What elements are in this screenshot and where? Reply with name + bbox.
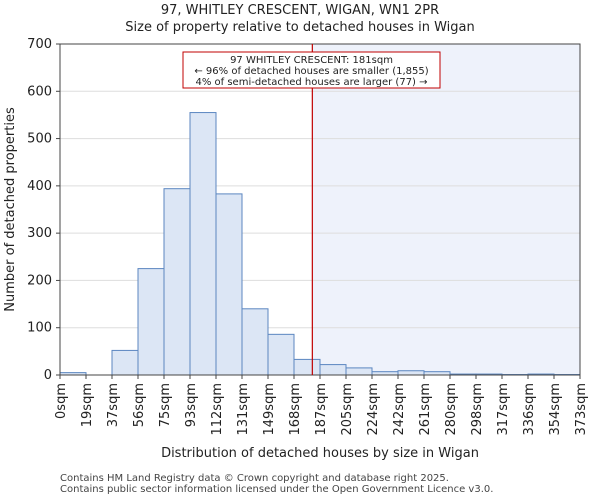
histogram-chart: 0 100 200 300 400 500 600 700 0sqm 19sqm 37sqm 56sq… (3, 37, 589, 461)
chart-title: 97, WHITLEY CRESCENT, WIGAN, WN1 2PR (160, 3, 440, 18)
x-tick-label: 149sqm (262, 383, 277, 436)
x-tick-label: 75sqm (158, 383, 173, 427)
annotation-line: 97 WHITLEY CRESCENT: 181sqm (230, 55, 393, 66)
histogram-bar (215, 193, 243, 376)
y-tick-label: 200 (27, 273, 52, 288)
x-tick-label: 205sqm (340, 383, 355, 436)
x-tick-label: 19sqm (80, 383, 95, 427)
y-tick-label: 500 (27, 132, 52, 147)
x-tick-label: 224sqm (366, 383, 381, 436)
footer-copyright: Contains HM Land Registry data © Crown c… (60, 473, 449, 484)
y-tick-label: 100 (27, 321, 52, 336)
histogram-bar (293, 358, 321, 376)
x-axis-label: Distribution of detached houses by size … (161, 446, 479, 461)
footer-licence: Contains public sector information licen… (60, 484, 494, 495)
x-tick-label: 93sqm (184, 383, 199, 427)
y-tick-label: 0 (44, 368, 52, 383)
x-tick-label: 298sqm (470, 383, 485, 436)
histogram-bar (241, 308, 269, 376)
annotation-line: ← 96% of detached houses are smaller (1,… (194, 66, 428, 77)
y-tick-label: 600 (27, 84, 52, 99)
y-tick-label: 300 (27, 226, 52, 241)
x-tick-label: 354sqm (548, 383, 563, 436)
histogram-bar (163, 188, 191, 376)
x-tick-label: 336sqm (522, 383, 537, 436)
histogram-bar (189, 112, 217, 376)
histogram-bar (137, 268, 165, 376)
x-tick-label: 37sqm (106, 383, 121, 427)
x-tick-label: 112sqm (210, 383, 225, 436)
x-tick-label: 0sqm (54, 383, 69, 419)
x-tick-label: 242sqm (392, 383, 407, 436)
x-tick-label: 373sqm (574, 383, 589, 436)
x-tick-label: 56sqm (132, 383, 147, 427)
histogram-bar (267, 333, 295, 376)
y-tick-label: 400 (27, 179, 52, 194)
histogram-bar (111, 349, 139, 376)
x-tick-label: 168sqm (288, 383, 303, 436)
larger-region-shade (312, 44, 580, 375)
histogram-bar (345, 367, 373, 376)
x-tick-label: 280sqm (444, 383, 459, 436)
histogram-bar (397, 370, 425, 376)
annotation-box (182, 51, 441, 89)
y-tick-label: 700 (27, 37, 52, 52)
x-tick-label: 261sqm (418, 383, 433, 436)
y-axis-label: Number of detached properties (3, 107, 18, 312)
annotation-line: 4% of semi-detached houses are larger (7… (195, 77, 427, 88)
chart-subtitle: Size of property relative to detached ho… (125, 20, 475, 35)
histogram-bar (319, 364, 347, 376)
x-tick-label: 317sqm (496, 383, 511, 436)
x-tick-label: 131sqm (236, 383, 251, 436)
x-tick-label: 187sqm (314, 383, 329, 436)
